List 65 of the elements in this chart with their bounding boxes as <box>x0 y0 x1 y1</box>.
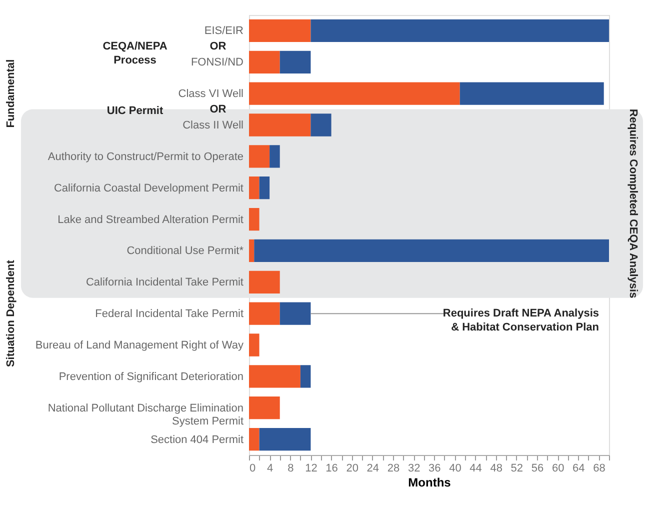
y-tick-label: EIS/EIR <box>204 25 244 38</box>
bar <box>259 428 311 451</box>
bar <box>249 19 311 42</box>
y-tick-label: FONSI/ND <box>190 56 244 69</box>
y-tick-label: Class VI Well <box>178 88 244 100</box>
x-tick-label: 40 <box>449 462 462 474</box>
x-tick-label: 36 <box>428 462 441 474</box>
bar <box>249 365 300 388</box>
bar <box>249 270 280 294</box>
bar <box>249 302 280 325</box>
bar <box>249 334 260 356</box>
y-tick-label: Prevention of Significant Deterioration <box>58 370 244 383</box>
y-tick-label: Authority to Construct/Permit to Operate <box>48 150 244 163</box>
y-tick-label: National Pollutant Discharge Elimination System Permit <box>48 402 244 428</box>
y-tick-label: Lake and Streambed Alteration Permit <box>58 214 244 226</box>
y-tick-label: Section 404 Permit <box>150 434 244 446</box>
bar <box>280 50 311 74</box>
x-axis-title: Months <box>408 476 452 490</box>
x-tick-label: 4 <box>267 462 274 474</box>
x-tick-label: 32 <box>408 462 420 474</box>
x-tick-label: 52 <box>510 462 524 474</box>
bar <box>259 176 270 200</box>
x-tick-label: 16 <box>326 462 338 474</box>
text: Situation Dependent <box>5 260 17 368</box>
x-tick-label: 0 <box>250 462 256 474</box>
x-tick-label: 28 <box>387 462 400 474</box>
x-tick-label: 60 <box>552 462 564 474</box>
y-tick-label: Bureau of Land Management Right of Way <box>35 340 244 352</box>
band-label: Requires Completed CEQA Analysis <box>627 108 639 298</box>
bar <box>460 82 604 105</box>
x-tick-label: 12 <box>305 462 318 474</box>
x-tick-label: 48 <box>490 462 502 474</box>
x-tick-label: 56 <box>531 462 544 474</box>
bar <box>270 145 280 168</box>
x-tick-label: 44 <box>470 462 482 474</box>
text: OR <box>210 40 226 52</box>
y-tick-label: Conditional Use Permit* <box>126 245 244 258</box>
bar <box>249 176 260 200</box>
bar <box>280 302 311 325</box>
text: UIC Permit <box>106 104 164 117</box>
annotation: Requires Draft NEPA Analysis & Habitat Conservation Plan <box>442 308 600 334</box>
x-tick-label: 20 <box>346 462 358 474</box>
text: Fundamental <box>5 59 17 128</box>
x-tick-label: 68 <box>593 462 606 474</box>
bar <box>249 82 460 105</box>
bar <box>249 114 311 136</box>
bar <box>249 208 260 231</box>
y-tick-label: Class II Well <box>182 120 244 132</box>
text: OR <box>210 103 226 116</box>
bar <box>249 50 280 74</box>
bar <box>254 239 609 262</box>
x-tick-label: 64 <box>572 462 585 474</box>
y-tick-label: Federal Incidental Take Permit <box>95 308 244 320</box>
bar <box>300 365 311 388</box>
y-tick-label: California Incidental Take Permit <box>86 276 244 289</box>
bar <box>249 239 254 262</box>
x-tick-label: 8 <box>288 462 294 474</box>
x-tick-label: 24 <box>366 462 380 474</box>
bar <box>249 145 270 168</box>
bar <box>249 396 280 420</box>
y-tick-label: California Coastal Development Permit <box>54 182 244 194</box>
bar <box>249 428 260 451</box>
text: CEQA/NEPA Process <box>102 40 168 66</box>
bar <box>310 114 332 136</box>
bar <box>310 19 609 42</box>
